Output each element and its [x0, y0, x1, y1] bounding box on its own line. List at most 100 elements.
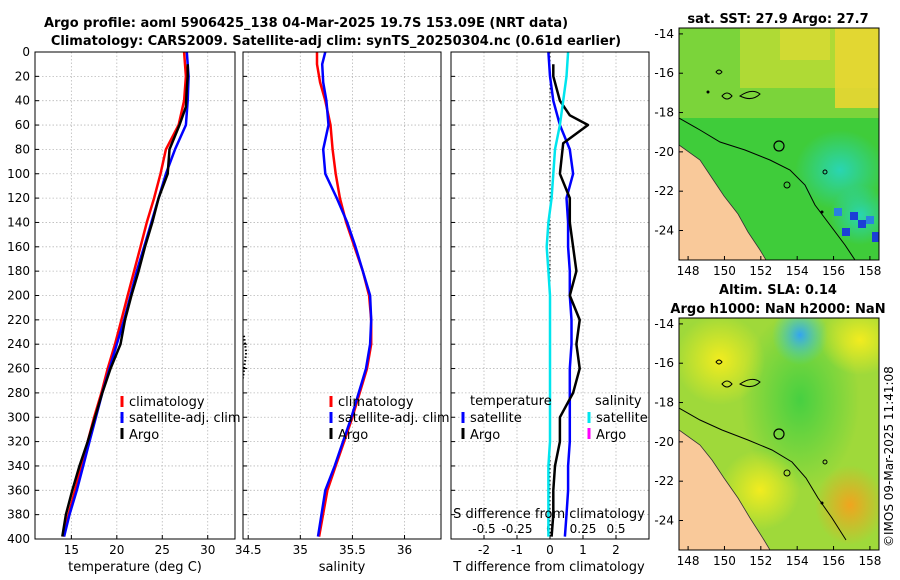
map-x-tick-label: 154 — [786, 264, 809, 278]
sst-field-hot-n — [780, 28, 830, 60]
map-y-tick-label: -16 — [654, 66, 674, 80]
sla-field-low — [772, 318, 828, 365]
y-tick-label: 400 — [7, 532, 30, 546]
map-x-tick-label: 156 — [822, 554, 845, 568]
map-y-tick-label: -22 — [654, 474, 674, 488]
salinity-xlabel: salinity — [319, 560, 366, 575]
map-x-tick-label: 156 — [822, 264, 845, 278]
y-tick-label: 340 — [7, 459, 30, 473]
sla-reef-contour — [679, 407, 847, 541]
map-x-tick-label: 150 — [713, 264, 736, 278]
y-tick-label: 180 — [7, 264, 30, 278]
x-tick-label: -1 — [511, 543, 523, 557]
sst-map-panel: sat. SST: 27.9 Argo: 27.7 — [654, 12, 881, 278]
sst-reef-outline — [739, 90, 761, 100]
sst-field-hot-ne — [835, 28, 879, 108]
y-tick-label: 40 — [15, 94, 30, 108]
y-tick-label: 220 — [7, 313, 30, 327]
legend-temperature-heading: temperature — [470, 394, 552, 409]
sst-map-field — [679, 28, 879, 260]
sla-map-ticks: 148 150 152 154 156 158 -14 -16 -18 -20 -22 -24 — [654, 317, 881, 568]
y-tick-label: 260 — [7, 362, 30, 376]
sla-reef-outline — [822, 459, 828, 465]
salinity-legend: climatology satellite-adj. clim Argo — [329, 395, 450, 443]
y-tick-label: 160 — [7, 240, 30, 254]
difference-top-xlabel: S difference from climatology — [453, 507, 645, 522]
x-top-tick-label: 0.25 — [570, 522, 597, 536]
difference-xlabel: T difference from climatology — [452, 560, 645, 575]
map-y-tick-label: -20 — [654, 145, 674, 159]
sla-reef-outline — [721, 380, 733, 388]
sst-cold-pixel — [872, 232, 879, 242]
sla-land — [679, 429, 771, 550]
sla-map-field — [679, 318, 879, 550]
temperature-xlabel: temperature (deg C) — [68, 560, 202, 575]
x-tick-label: 1 — [579, 543, 587, 557]
map-y-tick-label: -14 — [654, 27, 674, 41]
map-y-tick-label: -24 — [654, 514, 674, 528]
map-x-tick-label: 150 — [713, 554, 736, 568]
x-tick-label: 36 — [397, 543, 412, 557]
legend-satellite-label: satellite-adj. clim — [129, 411, 241, 426]
y-tick-label: 80 — [15, 142, 30, 156]
sst-land — [679, 144, 767, 260]
y-tick-label: 360 — [7, 483, 30, 497]
difference-axes-frame — [450, 51, 650, 540]
difference-lines — [545, 52, 590, 537]
temperature-legend: climatology satellite-adj. clim Argo — [120, 395, 241, 443]
sst-cold-pixel — [866, 216, 874, 224]
x-tick-label: 34.5 — [235, 543, 262, 557]
y-tick-label: 300 — [7, 410, 30, 424]
sla-reef-outline — [773, 428, 785, 440]
x-tick-label: 0 — [546, 543, 554, 557]
sla-map-frame — [678, 317, 880, 551]
legend-temp-argo-label: Argo — [470, 428, 500, 443]
x-top-tick-label: -0.25 — [501, 522, 532, 536]
y-tick-label: 100 — [7, 167, 30, 181]
temperature-grid — [35, 51, 235, 540]
salinity-panel: 34.5 35 35.5 36 salinity climatology satell… — [235, 51, 450, 575]
figure-title-line-1: Argo profile: aoml 5906425_138 04-Mar-20… — [44, 16, 568, 31]
legend-argo-label: Argo — [338, 428, 368, 443]
sst-reef-outline — [783, 181, 791, 189]
sst-reef-outline — [721, 92, 733, 100]
map-x-tick-label: 152 — [749, 264, 772, 278]
y-tick-label: 0 — [22, 45, 30, 59]
map-x-tick-label: 154 — [786, 554, 809, 568]
y-tick-label: 20 — [15, 69, 30, 83]
sst-reef-outline — [715, 69, 723, 75]
series-satellite-adj-clim — [316, 52, 373, 537]
map-x-tick-label: 158 — [858, 264, 881, 278]
y-tick-label: 240 — [7, 337, 30, 351]
sst-cold-pixel — [834, 208, 842, 216]
legend-sal-satellite-label: satellite — [596, 411, 648, 426]
temperature-ticks: 0 20 40 60 80 100 120 140 160 180 200 220 240 260 280 3… — [7, 45, 215, 557]
salinity-ticks: 34.5 35 35.5 36 — [235, 51, 412, 557]
sla-map-title-line-1: Altim. SLA: 0.14 — [719, 283, 837, 298]
map-x-tick-label: 148 — [677, 554, 700, 568]
y-tick-label: 320 — [7, 435, 30, 449]
sst-argo-float-marker — [820, 210, 824, 214]
legend-sal-argo-label: Argo — [596, 428, 626, 443]
map-y-tick-label: -20 — [654, 435, 674, 449]
sst-reef-contour — [679, 117, 856, 260]
difference-legend: temperature satellite Argo salinity sate… — [461, 394, 648, 443]
sst-cold-pixel — [858, 220, 866, 228]
x-top-tick-label: 0.5 — [606, 522, 625, 536]
sst-map-frame — [678, 27, 880, 261]
salinity-grid — [243, 51, 441, 540]
map-y-tick-label: -18 — [654, 396, 674, 410]
sla-reef-outline — [739, 378, 761, 388]
series-salinity-argo-diff — [545, 52, 570, 537]
map-y-tick-label: -18 — [654, 106, 674, 120]
x-tick-label: 35 — [293, 543, 308, 557]
x-tick-label: 25 — [155, 543, 170, 557]
legend-climatology-label: climatology — [338, 395, 414, 410]
legend-temp-satellite-label: satellite — [470, 411, 522, 426]
x-top-tick-label: -0.5 — [472, 522, 495, 536]
map-y-tick-label: -16 — [654, 356, 674, 370]
sst-map-title: sat. SST: 27.9 Argo: 27.7 — [687, 12, 868, 27]
y-tick-label: 380 — [7, 508, 30, 522]
